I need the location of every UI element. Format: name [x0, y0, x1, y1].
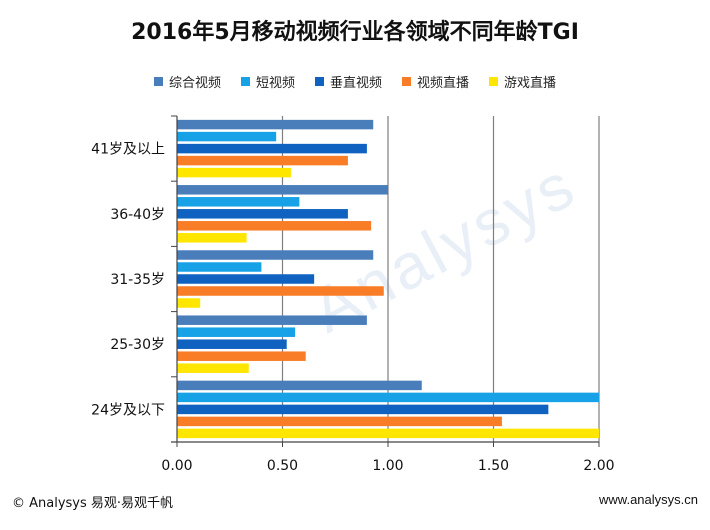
- bar: [177, 167, 291, 178]
- footer-website: www.analysys.cn: [599, 492, 698, 507]
- legend-item: 综合视频: [153, 72, 221, 91]
- bar: [177, 250, 374, 260]
- y-category-label: 36-40岁: [110, 207, 165, 223]
- bar: [177, 416, 502, 427]
- legend-swatch: [153, 77, 163, 86]
- bar: [177, 380, 422, 391]
- bar: [177, 143, 367, 154]
- legend-item: 短视频: [240, 72, 295, 91]
- chart-title: 2016年5月移动视频行业各领域不同年龄TGI: [131, 20, 579, 45]
- bar: [177, 197, 300, 207]
- legend-label: 视频直播: [417, 76, 470, 91]
- legend-swatch: [489, 77, 499, 86]
- footer-copyright: © Analysys 易观·易观千帆: [12, 496, 174, 511]
- bar: [177, 363, 249, 373]
- y-category-label: 25-30岁: [110, 337, 165, 353]
- x-tick-label: 2.00: [583, 458, 614, 474]
- bar: [177, 339, 287, 349]
- legend-label: 短视频: [255, 76, 295, 91]
- bar: [177, 286, 384, 296]
- y-category-label: 24岁及以下: [91, 402, 165, 418]
- legend-label: 垂直视频: [329, 76, 382, 91]
- bar: [177, 392, 599, 403]
- bar: [177, 315, 367, 325]
- legend-label: 综合视频: [168, 76, 221, 91]
- bar: [177, 131, 277, 142]
- legend-item: 游戏直播: [489, 72, 556, 91]
- y-category-label: 31-35岁: [110, 272, 165, 288]
- bar: [177, 351, 306, 361]
- bar: [177, 428, 599, 439]
- legend-item: 视频直播: [402, 72, 469, 91]
- x-tick-label: 1.50: [478, 458, 509, 474]
- bar: [177, 221, 372, 231]
- bar: [177, 262, 262, 272]
- bar: [177, 327, 296, 337]
- legend-item: 垂直视频: [314, 72, 382, 91]
- bar: [177, 185, 388, 195]
- bar: [177, 274, 315, 284]
- bar: [177, 233, 247, 243]
- bar: [177, 404, 549, 415]
- bar: [177, 209, 348, 219]
- legend-label: 游戏直播: [504, 76, 557, 91]
- bar: [177, 119, 374, 130]
- x-tick-label: 1.00: [372, 458, 403, 474]
- x-tick-label: 0.50: [267, 458, 298, 474]
- legend-swatch: [240, 77, 250, 86]
- bar: [177, 155, 348, 166]
- bar: [177, 298, 201, 308]
- legend-swatch: [402, 77, 411, 86]
- legend: 综合视频 短视频 垂直视频 视频直播 游戏直播: [0, 72, 710, 91]
- x-tick-label: 0.00: [161, 458, 192, 474]
- legend-swatch: [314, 77, 324, 86]
- y-category-label: 41岁及以上: [91, 142, 165, 158]
